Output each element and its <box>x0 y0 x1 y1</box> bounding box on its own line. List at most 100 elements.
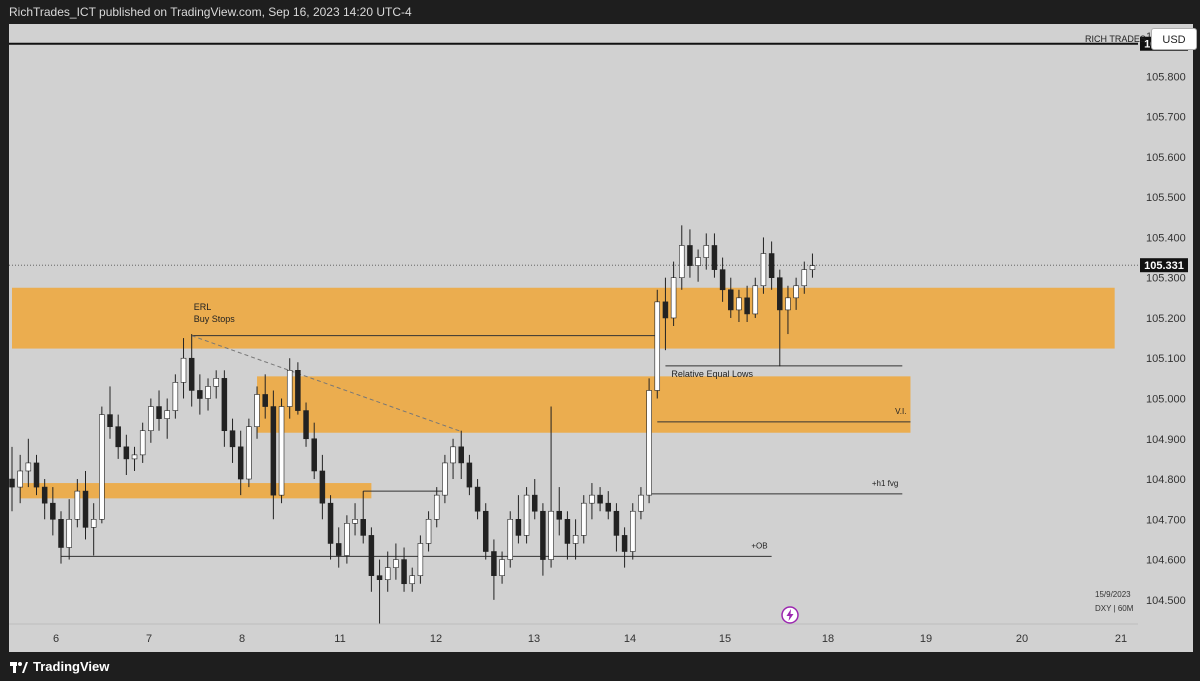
candle <box>719 257 726 302</box>
footer-bar: TradingView <box>0 652 1200 681</box>
lightning-icon[interactable] <box>781 606 799 624</box>
candle <box>90 503 97 556</box>
candle-body-up <box>393 559 399 568</box>
candle-body-down <box>311 438 317 472</box>
price-tag-text: 105.331 <box>1144 260 1184 272</box>
candle <box>295 362 301 415</box>
publish-header: RichTrades_ICT published on TradingView.… <box>0 0 1200 24</box>
candle-body-up <box>17 470 23 488</box>
candle-body-up <box>352 519 358 524</box>
candle <box>564 511 571 560</box>
candle <box>180 338 187 399</box>
candle <box>131 446 138 471</box>
level-label: V.I. <box>895 407 906 416</box>
candle-body-up <box>433 494 440 520</box>
candle-body-down <box>197 390 203 399</box>
y-tick-label: 104.500 <box>1146 595 1186 607</box>
candle <box>409 567 415 592</box>
candle-body-up <box>507 519 513 560</box>
candle-body-down <box>262 394 268 407</box>
candle-body-up <box>74 490 81 520</box>
candle-body-up <box>409 575 415 585</box>
candle-body-up <box>384 567 391 581</box>
candle-body-down <box>687 245 693 266</box>
candle <box>139 422 146 463</box>
price-chart[interactable]: Relative Equal Lows V.I. +h1 fvg +OB ERL Buy… <box>9 24 1193 652</box>
candle <box>654 289 661 399</box>
candle-body-down <box>82 490 89 528</box>
candle <box>286 358 293 419</box>
candle <box>540 503 546 576</box>
candle-body-up <box>425 519 432 544</box>
candle-body-down <box>188 357 195 391</box>
candle-body-down <box>360 519 366 536</box>
candle <box>74 479 81 528</box>
candle <box>572 519 579 560</box>
candle <box>384 551 391 592</box>
candle <box>458 430 464 480</box>
candle-body-up <box>450 446 456 464</box>
candle-body-up <box>286 370 293 407</box>
candle <box>499 551 505 584</box>
candle-body-up <box>654 301 661 391</box>
candle <box>393 543 399 580</box>
y-tick-label: 104.900 <box>1146 434 1186 446</box>
candle-body-up <box>809 265 816 270</box>
candle-body-down <box>458 446 464 464</box>
candle-body-down <box>768 253 775 278</box>
candle <box>311 422 317 480</box>
candle-body-up <box>90 519 97 528</box>
candle <box>172 374 179 419</box>
candle-body-up <box>164 410 170 419</box>
candle <box>630 503 636 560</box>
annotations-layer: ERL Buy Stops <box>194 302 236 324</box>
annotation-label: ERL <box>194 302 212 312</box>
zone-rect <box>20 483 372 499</box>
candle-body-down <box>123 446 130 460</box>
candle-body-up <box>278 406 285 496</box>
zones-layer <box>12 287 1115 499</box>
candle <box>82 470 89 540</box>
x-tick-label: 8 <box>239 633 245 645</box>
candle <box>605 491 612 520</box>
candle-body-down <box>368 535 375 576</box>
price-tag-bg <box>1140 258 1188 273</box>
candle-body-up <box>180 357 187 383</box>
footer-brand-text: TradingView <box>33 659 110 674</box>
candle-body-down <box>327 502 334 544</box>
candle-body-up <box>736 297 742 311</box>
candle <box>278 398 285 504</box>
candle-body-up <box>442 462 448 496</box>
level-label: +OB <box>751 541 767 550</box>
candle-body-up <box>254 394 260 427</box>
candle-body-down <box>58 519 64 548</box>
y-tick-label: 105.000 <box>1146 393 1186 405</box>
candle-body-up <box>148 406 154 432</box>
candle <box>368 527 375 592</box>
candle-body-up <box>703 245 710 258</box>
y-tick-label: 105.300 <box>1146 273 1186 285</box>
candle-body-up <box>417 543 424 576</box>
candle <box>9 446 15 512</box>
candle-body-down <box>474 486 481 512</box>
chart-frame[interactable]: Relative Equal Lows V.I. +h1 fvg +OB ERL Buy… <box>9 24 1197 652</box>
candle-body-up <box>589 494 595 504</box>
candle-body-down <box>515 519 522 536</box>
candle <box>433 487 440 528</box>
candle <box>515 495 522 544</box>
candle <box>401 547 407 592</box>
candle-body-down <box>621 535 628 552</box>
candle-body-up <box>581 502 587 536</box>
tradingview-brand[interactable]: TradingView <box>10 659 109 674</box>
candle-body-down <box>115 426 121 448</box>
candle-body-up <box>246 426 252 480</box>
candles-layer <box>9 225 816 624</box>
candle-body-up <box>66 519 72 548</box>
price-tag: 105.331 <box>1140 258 1188 273</box>
candle <box>450 438 456 480</box>
candle <box>270 390 277 520</box>
y-tick-label: 104.700 <box>1146 514 1186 526</box>
currency-button[interactable]: USD <box>1151 28 1197 50</box>
candle <box>213 370 219 399</box>
candle <box>229 418 236 463</box>
